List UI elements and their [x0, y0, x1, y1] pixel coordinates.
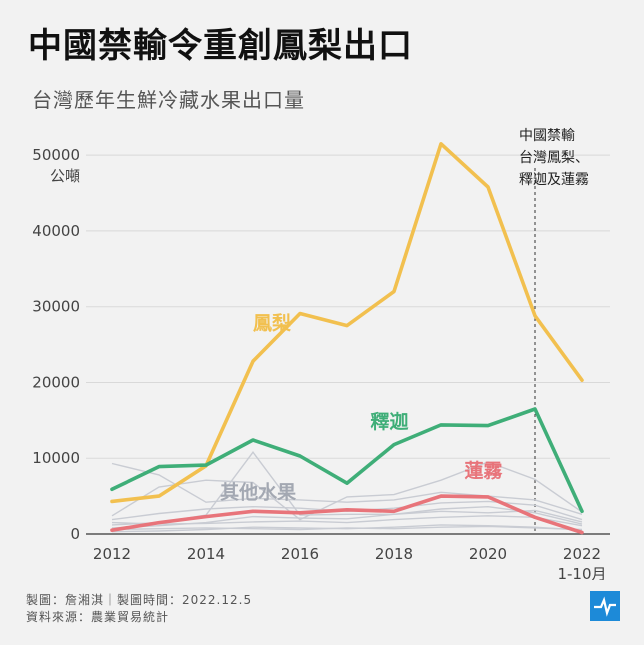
y-tick-label: 10000 [32, 449, 80, 467]
y-tick-label: 30000 [32, 298, 80, 316]
y-tick-label: 40000 [32, 222, 80, 240]
series-label-釋迦: 釋迦 [371, 410, 409, 433]
series-line-釋迦 [110, 407, 584, 514]
x-tick-label: 2012 [93, 545, 131, 563]
series-line-鳳梨 [110, 142, 584, 504]
y-tick-label: 20000 [32, 373, 80, 391]
series-label-蓮霧: 蓮霧 [465, 460, 504, 482]
other-fruit-line [111, 515, 583, 527]
x-tick-label: 2014 [187, 545, 225, 563]
footer-maker: 製圖：詹湘淇｜製圖時間：2022.12.5 [26, 593, 253, 607]
other-fruit-line [111, 462, 583, 515]
pulse-line-icon [590, 591, 620, 621]
x-tick-sublabel: 1-10月 [557, 565, 606, 580]
y-axis-unit-label: 公噸 [50, 167, 80, 185]
series-label-鳳梨: 鳳梨 [253, 311, 292, 334]
y-tick-label: 0 [70, 525, 80, 543]
x-tick-label: 2020 [469, 545, 507, 563]
x-tick-label: 2018 [375, 545, 413, 563]
chart-subtitle: 台灣歷年生鮮冷藏水果出口量 [32, 88, 305, 112]
line-chart: 0 10000 20000 30000 40000 50000 公噸 2012 2014 2016… [32, 128, 610, 580]
annotation-text: 台灣鳳梨、 [519, 150, 589, 166]
annotation-text: 中國禁輸 [519, 128, 575, 144]
series-label-others: 其他水果 [220, 480, 296, 503]
series-line-蓮霧 [110, 494, 584, 535]
other-fruit-line [111, 525, 583, 531]
y-tick-label: 50000 [32, 146, 80, 164]
footer-source: 資料來源：農業貿易統計 [26, 610, 170, 624]
annotation-text: 釋迦及蓮霧 [519, 172, 589, 188]
x-tick-label: 2022 [563, 545, 601, 563]
other-fruit-line [111, 461, 583, 521]
chart-title: 中國禁輸令重創鳳梨出口 [28, 26, 413, 66]
x-tick-label: 2016 [281, 545, 319, 563]
